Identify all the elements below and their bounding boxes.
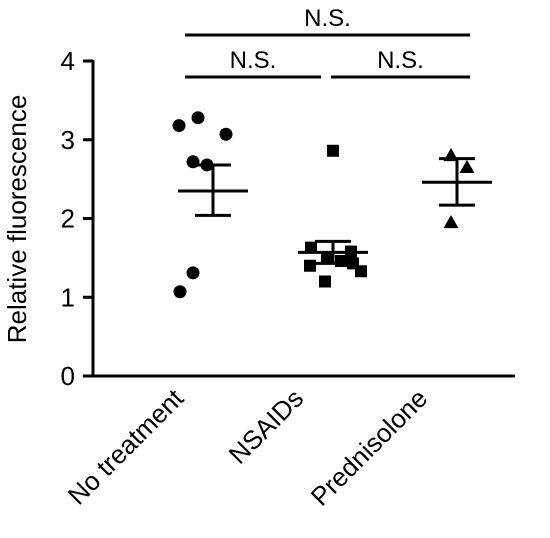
x-category-label: NSAIDs — [223, 383, 310, 470]
data-point — [319, 275, 331, 288]
significance-label: N.S. — [377, 47, 424, 74]
error-bars — [178, 157, 492, 265]
y-tick-label: 3 — [61, 125, 75, 155]
data-point — [327, 144, 339, 157]
data-point — [305, 241, 317, 254]
data-point — [172, 119, 186, 133]
y-tick-label: 4 — [61, 46, 75, 76]
significance-label: N.S. — [230, 47, 277, 74]
y-tick-label: 0 — [61, 361, 75, 391]
data-point — [191, 111, 205, 125]
data-point — [443, 214, 459, 229]
data-point — [186, 266, 200, 280]
x-category-label: No treatment — [62, 382, 190, 510]
significance-brackets: N.S. N.S. N.S. — [185, 5, 470, 79]
data-point — [219, 127, 233, 141]
data-point — [459, 159, 475, 173]
data-point — [173, 285, 187, 299]
data-points — [172, 111, 475, 299]
y-ticks: 0 1 2 3 4 — [61, 46, 93, 391]
data-point — [304, 259, 316, 272]
data-point — [335, 255, 347, 268]
y-axis-title: Relative fluorescence — [2, 95, 32, 344]
significance-label: N.S. — [304, 5, 351, 32]
y-tick-label: 1 — [61, 282, 75, 312]
y-tick-label: 2 — [61, 204, 75, 234]
data-point — [321, 251, 333, 264]
data-point — [355, 265, 367, 278]
x-category-label: Prednisolone — [305, 383, 434, 512]
